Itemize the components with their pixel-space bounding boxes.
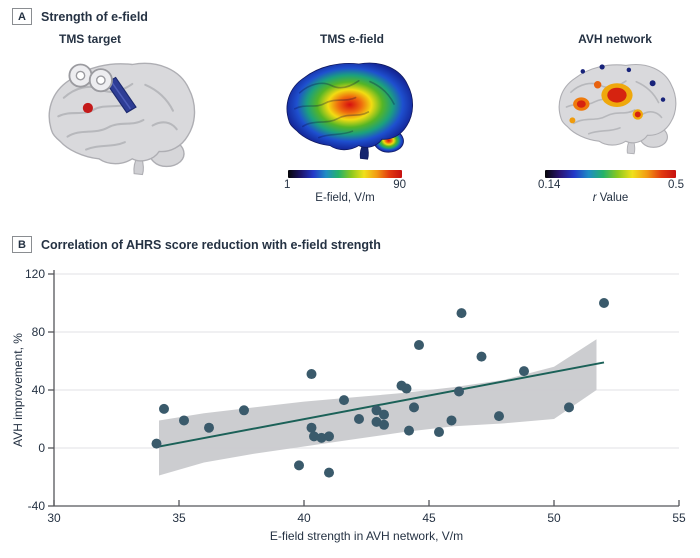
- x-tick-label: 45: [422, 511, 436, 525]
- y-tick-label: 80: [32, 325, 46, 339]
- rvalue-colorbar: [545, 170, 676, 178]
- scatter-point: [409, 402, 419, 413]
- y-tick-label: 120: [25, 267, 45, 281]
- scatter-point: [446, 415, 457, 426]
- efield-colorbar-caption: E-field, V/m: [315, 192, 375, 204]
- scatter-point: [324, 467, 334, 478]
- scatter-point: [564, 402, 574, 413]
- rvalue-colorbar-labels: 0.14 0.5: [538, 179, 684, 191]
- tms-target-label: TMS target: [58, 32, 121, 46]
- y-tick-label: 40: [32, 383, 46, 397]
- regression-line: [158, 361, 605, 448]
- scatter-point: [371, 405, 382, 416]
- brain-outline: [48, 62, 196, 176]
- scatter-point: [316, 432, 327, 443]
- avh-network-brain-image: [558, 64, 677, 155]
- scatter-point: [401, 383, 412, 394]
- efield-colorbar: [288, 170, 402, 178]
- y-tick-label: 0: [38, 441, 45, 455]
- tms-coil-icon: [68, 63, 137, 114]
- y-axis-title: AVH improvement, %: [11, 333, 25, 447]
- tms-target-marker: [82, 102, 93, 114]
- scatter-point: [454, 386, 464, 397]
- x-tick-label: 35: [172, 511, 186, 525]
- tms-efield-label: TMS e-field: [319, 32, 384, 46]
- scatter-point: [519, 366, 529, 377]
- scatter-point: [159, 403, 169, 414]
- gyri-lines: [294, 80, 395, 139]
- panel-b-header: B Correlation of AHRS score reduction wi…: [12, 236, 381, 253]
- scatter-point: [434, 427, 444, 438]
- scatter-point: [294, 460, 304, 471]
- tms-efield-brain-image: [286, 62, 413, 160]
- scatter-point: [179, 415, 189, 426]
- scatter-chart: -40 0 40 80 120 30 35 40 45 50 55 E-field strength …: [11, 267, 686, 543]
- panel-b-letter: B: [12, 236, 32, 253]
- panel-b-title: Correlation of AHRS score reduction with…: [41, 237, 381, 252]
- scatter-point: [204, 422, 214, 433]
- scatter-point: [404, 425, 414, 436]
- avh-network-label: AVH network: [578, 32, 652, 46]
- rvalue-colorbar-caption: r Value: [545, 192, 676, 204]
- efield-heatmap: [286, 62, 413, 160]
- scatter-point: [239, 405, 249, 416]
- scatter-point: [494, 411, 504, 422]
- scatter-point: [599, 298, 609, 308]
- tms-target-brain-image: [48, 62, 196, 176]
- scatter-point: [379, 419, 389, 430]
- x-tick-label: 55: [672, 511, 686, 525]
- scatter-point: [306, 422, 317, 433]
- x-tick-label: 30: [47, 511, 61, 525]
- panel-a-title: Strength of e-field: [41, 9, 148, 24]
- rvalue-colorbar-min: 0.14: [538, 179, 561, 191]
- scatter-point: [354, 414, 364, 424]
- scatter-point: [309, 431, 319, 442]
- efield-colorbar-max: 90: [393, 179, 406, 191]
- panel-a-header: A Strength of e-field: [12, 8, 148, 25]
- scatter-point: [456, 308, 467, 319]
- scatter-point: [306, 369, 317, 380]
- efield-colorbar-labels: 1 90: [284, 179, 406, 191]
- scatter-point: [379, 409, 389, 420]
- rvalue-colorbar-max: 0.5: [668, 179, 684, 191]
- avh-network-clusters: [569, 64, 666, 124]
- scatter-point: [476, 351, 487, 362]
- scatter-point: [324, 431, 334, 442]
- rvalue-caption-value: Value: [596, 192, 629, 204]
- scatter-point: [414, 340, 424, 351]
- x-tick-label: 50: [547, 511, 561, 525]
- scatter-point: [339, 395, 349, 406]
- y-tick-label: -40: [28, 499, 46, 513]
- x-axis-title: E-field strength in AVH network, V/m: [270, 529, 463, 543]
- scatter-point: [371, 416, 382, 427]
- panel-a-letter: A: [12, 8, 32, 25]
- scatter-point: [151, 438, 162, 449]
- x-tick-label: 40: [297, 511, 311, 525]
- rvalue-caption-r: r: [592, 192, 597, 204]
- efield-colorbar-min: 1: [284, 179, 291, 191]
